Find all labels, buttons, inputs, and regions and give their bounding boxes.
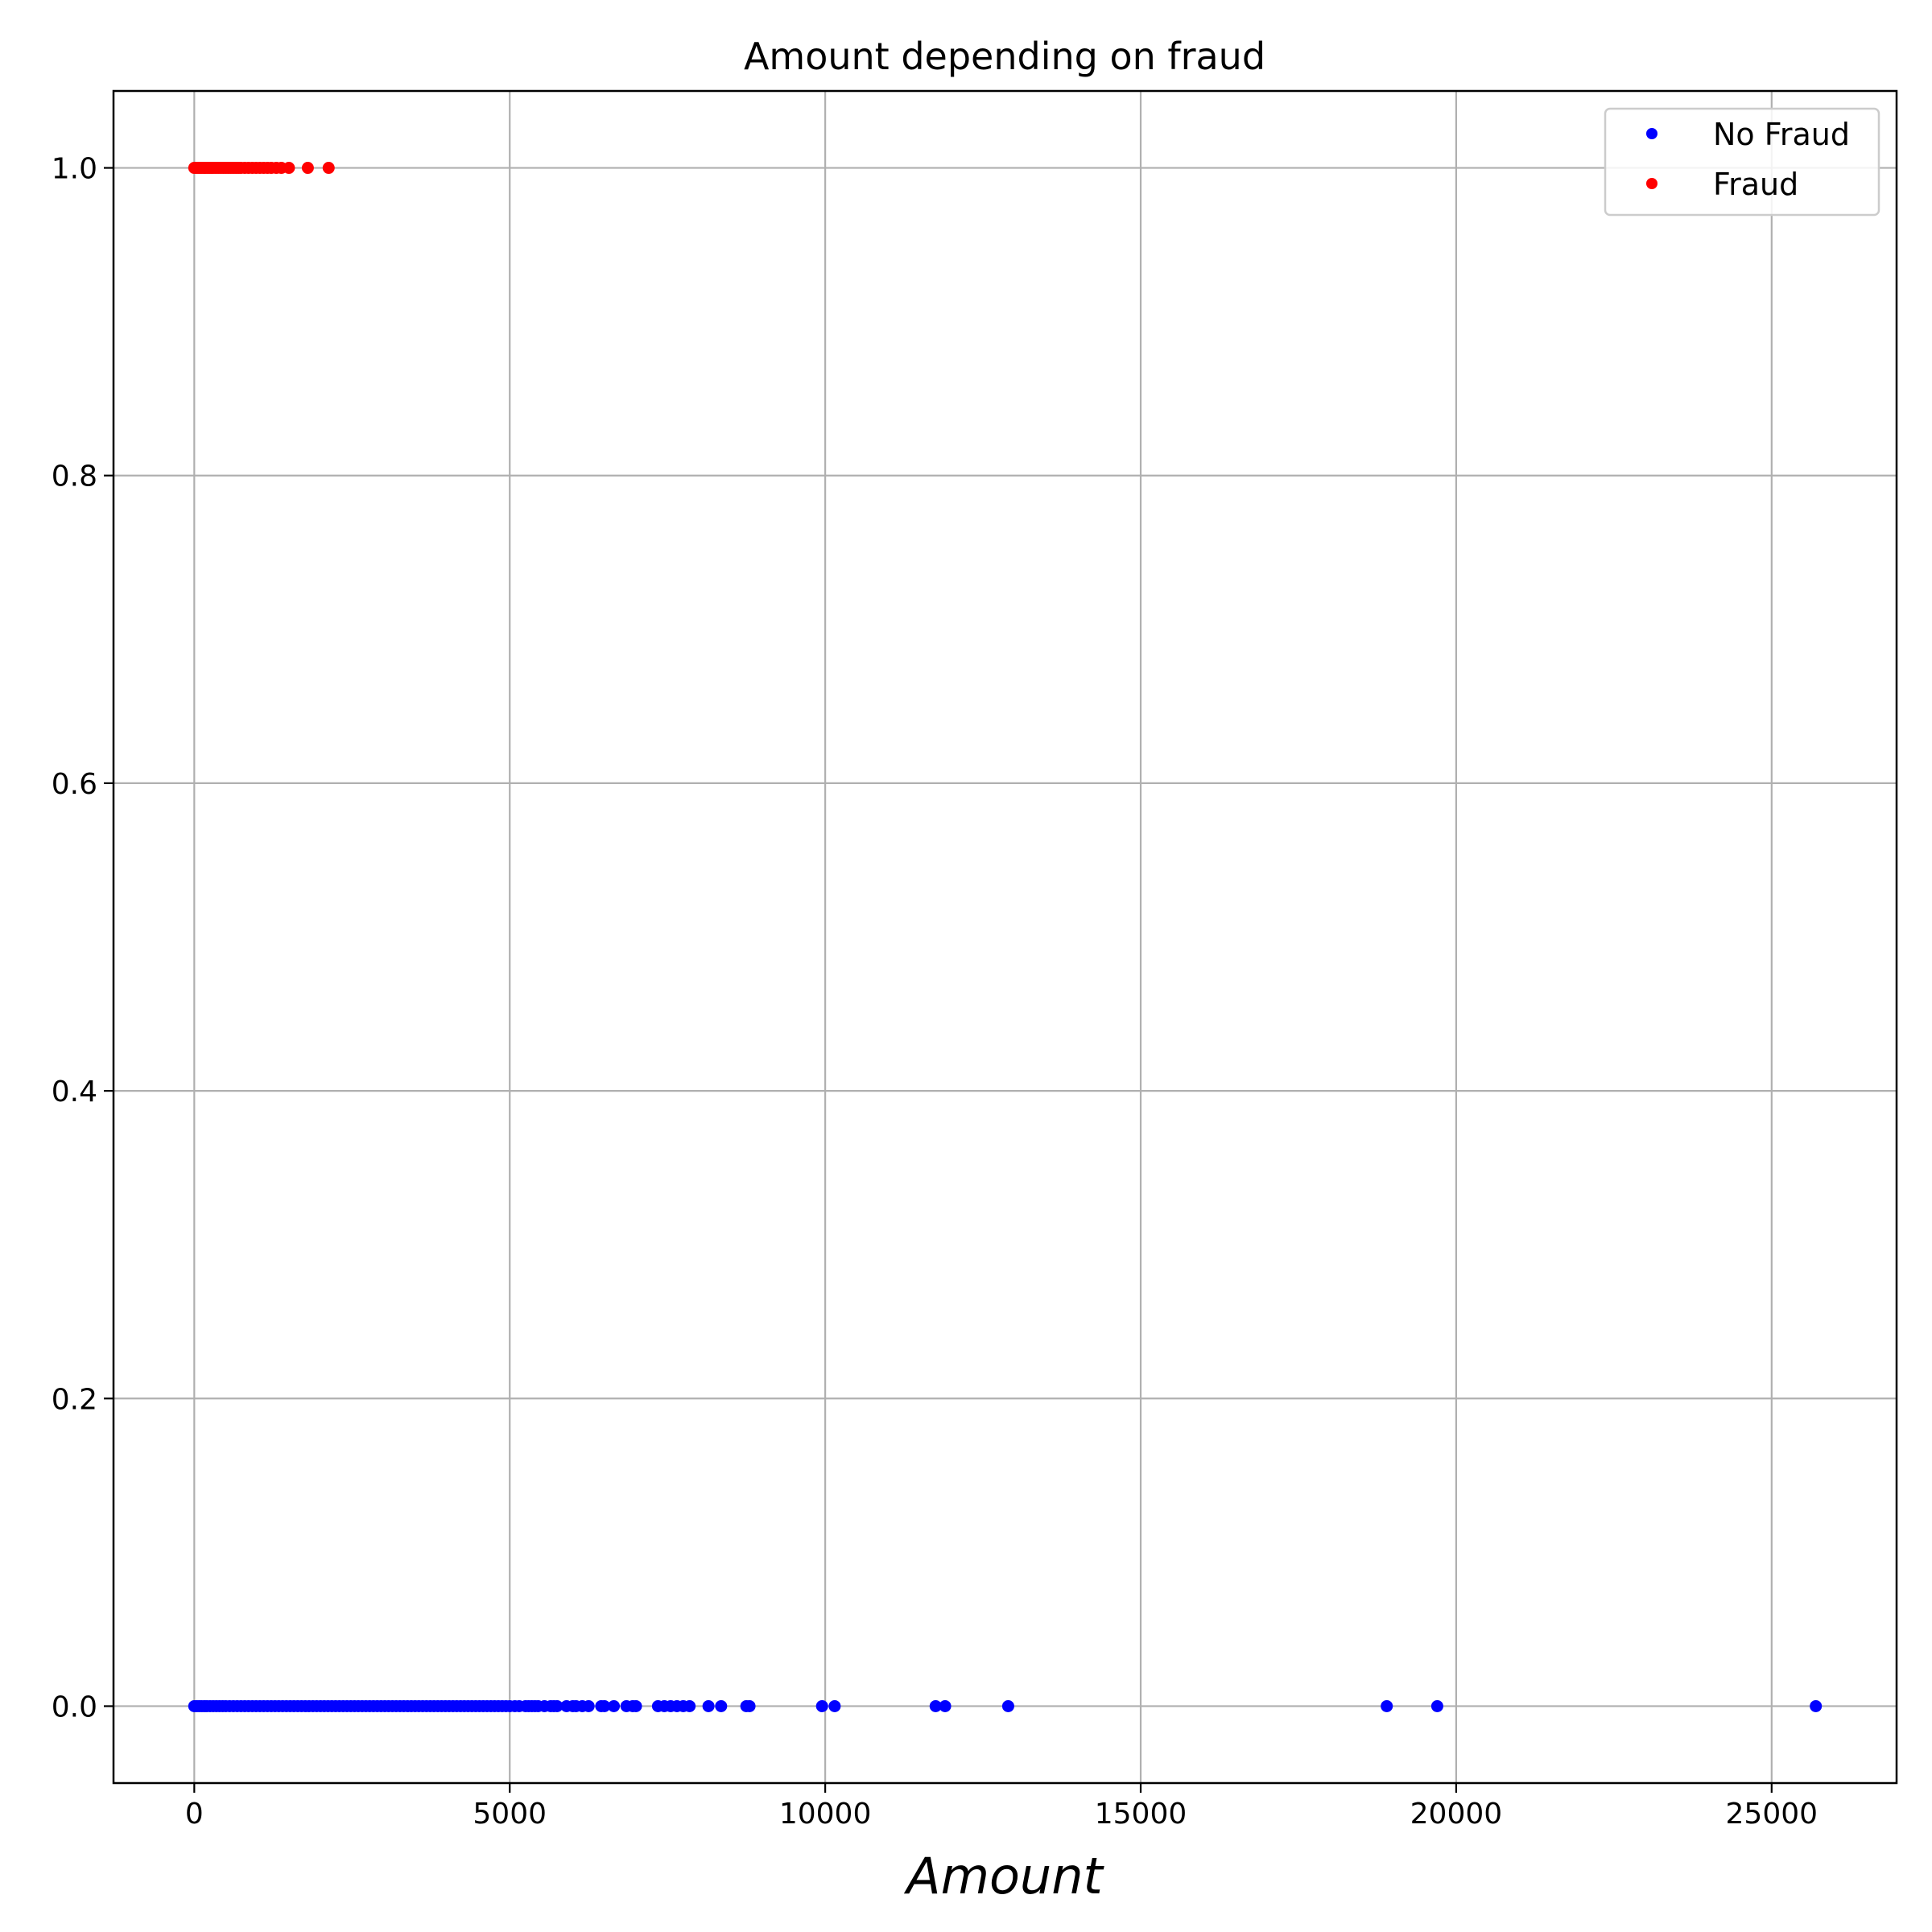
legend: No Fraud Fraud bbox=[1604, 107, 1880, 217]
point-no-fraud bbox=[1001, 1699, 1014, 1712]
y-tick-label: 1.0 bbox=[52, 153, 97, 186]
point-no-fraud bbox=[939, 1699, 952, 1712]
point-no-fraud bbox=[815, 1699, 828, 1712]
point-no-fraud bbox=[608, 1699, 621, 1712]
legend-marker-no-fraud bbox=[1646, 128, 1657, 139]
legend-box bbox=[1604, 107, 1880, 217]
point-fraud bbox=[322, 162, 335, 175]
y-tick-label: 0.6 bbox=[52, 768, 97, 801]
point-no-fraud bbox=[1810, 1699, 1823, 1712]
y-tick-label: 0.0 bbox=[52, 1690, 97, 1724]
point-no-fraud bbox=[683, 1699, 696, 1712]
point-no-fraud bbox=[598, 1699, 611, 1712]
point-no-fraud bbox=[702, 1699, 715, 1712]
y-tick-label: 0.2 bbox=[52, 1383, 97, 1416]
point-no-fraud bbox=[828, 1699, 841, 1712]
legend-marker-fraud bbox=[1646, 178, 1657, 189]
x-tick-label: 5000 bbox=[473, 1798, 547, 1831]
x-axis-label: Amount bbox=[903, 1847, 1104, 1905]
x-tick-label: 20000 bbox=[1410, 1798, 1503, 1831]
legend-label-fraud: Fraud bbox=[1713, 167, 1798, 202]
plot-frame bbox=[112, 89, 1898, 1785]
x-tick-label: 10000 bbox=[779, 1798, 872, 1831]
axis-ticks: 0 5000 10000 15000 20000 25000 0.0 0.2 0.4 0.6 0.8… bbox=[52, 153, 1818, 1831]
point-no-fraud bbox=[1430, 1699, 1443, 1712]
point-no-fraud bbox=[715, 1699, 728, 1712]
x-tick-label: 25000 bbox=[1726, 1798, 1818, 1831]
y-tick-label: 0.4 bbox=[52, 1075, 97, 1108]
point-no-fraud bbox=[551, 1699, 564, 1712]
legend-label-no-fraud: No Fraud bbox=[1713, 117, 1850, 152]
point-no-fraud bbox=[582, 1699, 595, 1712]
x-tick-label: 0 bbox=[185, 1798, 204, 1831]
point-no-fraud bbox=[929, 1699, 942, 1712]
data-points bbox=[188, 162, 1823, 1712]
point-no-fraud bbox=[743, 1699, 756, 1712]
chart-title: Amount depending on fraud bbox=[744, 35, 1265, 78]
point-fraud bbox=[283, 162, 295, 175]
point-no-fraud bbox=[1381, 1699, 1393, 1712]
grid bbox=[114, 91, 1897, 1783]
y-tick-label: 0.8 bbox=[52, 460, 97, 493]
x-tick-label: 15000 bbox=[1095, 1798, 1187, 1831]
point-fraud bbox=[301, 162, 314, 175]
point-no-fraud bbox=[630, 1699, 642, 1712]
